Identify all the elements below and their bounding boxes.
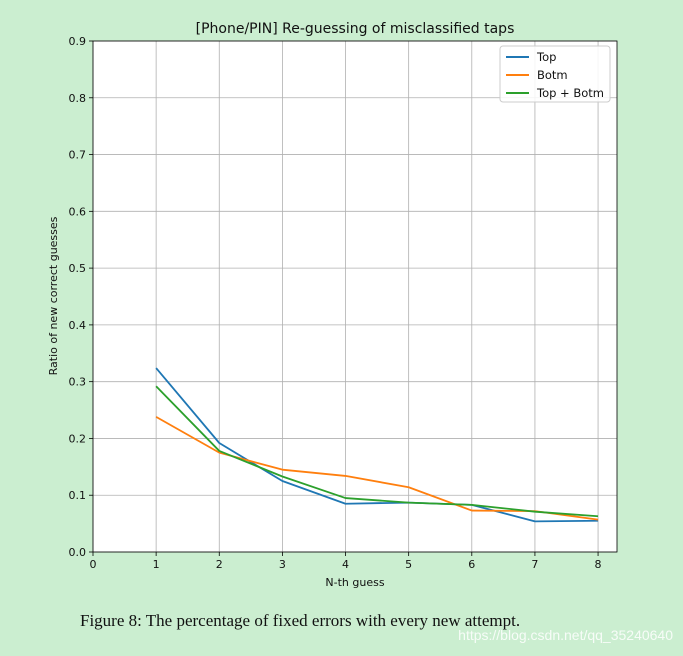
- series-lines: [155, 367, 599, 523]
- y-tick-label: 0.1: [69, 489, 87, 502]
- y-axis-label: Ratio of new correct guesses: [47, 216, 60, 375]
- x-tick-label: 6: [468, 558, 475, 571]
- x-tick-label: 4: [342, 558, 349, 571]
- x-tick-label: 2: [216, 558, 223, 571]
- figure-caption: Figure 8: The percentage of fixed errors…: [80, 611, 521, 630]
- watermark-url: https://blog.csdn.net/qq_35240640: [458, 627, 673, 643]
- y-tick-label: 0.0: [69, 546, 87, 559]
- x-tick-label: 5: [405, 558, 412, 571]
- x-tick-label: 8: [595, 558, 602, 571]
- plot-area: [93, 41, 617, 552]
- x-tick-label: 0: [90, 558, 97, 571]
- legend-box: [499, 45, 611, 103]
- y-tick-label: 0.9: [69, 35, 87, 48]
- y-tick-label: 0.3: [69, 376, 87, 389]
- x-tick-label: 3: [279, 558, 286, 571]
- grid: [92, 40, 617, 553]
- legend-label: Botm: [537, 68, 568, 82]
- y-tick-label: 0.6: [69, 205, 87, 218]
- chart-title: [Phone/PIN] Re-guessing of misclassified…: [196, 21, 515, 37]
- x-tick-label: 7: [531, 558, 538, 571]
- y-tick-label: 0.2: [69, 432, 87, 445]
- ticks: 0 1 2 3 4 5 6 7 8 0.0 0.1 0.2 0.3 0.4 0.5 0.6 0.7 0.8 0.9: [69, 35, 602, 571]
- series-line-top-botm: [155, 385, 599, 518]
- legend-label: Top + Botm: [536, 86, 604, 100]
- series-line-top: [155, 367, 599, 523]
- x-tick-label: 1: [153, 558, 160, 571]
- y-tick-label: 0.7: [69, 149, 87, 162]
- plot-frame: [92, 40, 618, 553]
- line-chart: 0 1 2 3 4 5 6 7 80.00.10.20.30.40.50.60.70.80.9 …: [47, 21, 618, 589]
- legend: Top Botm Top + Botm: [499, 45, 611, 103]
- y-tick-label: 0.5: [69, 262, 87, 275]
- x-axis-label: N-th guess: [325, 576, 384, 589]
- y-tick-label: 0.4: [69, 319, 87, 332]
- y-tick-label: 0.8: [69, 92, 87, 105]
- legend-label: Top: [536, 50, 556, 64]
